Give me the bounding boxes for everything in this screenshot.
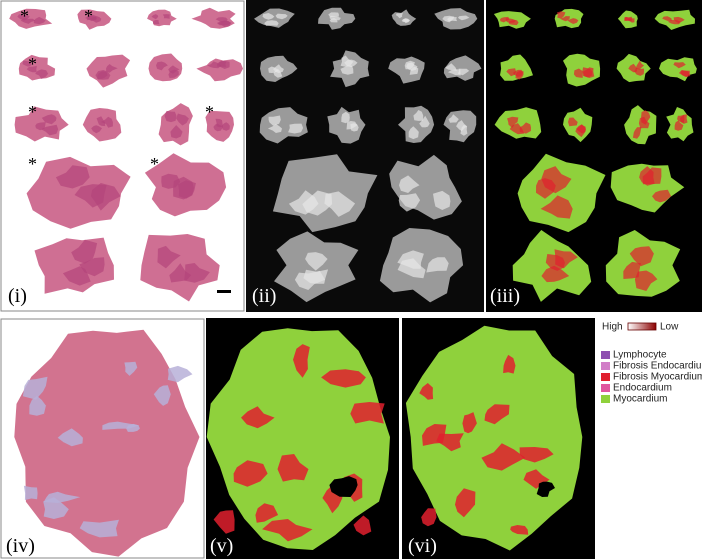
asterisk: * (150, 154, 159, 174)
asterisk: * (205, 102, 214, 122)
legend-swatch (601, 384, 610, 392)
tissue-detail (24, 486, 38, 500)
intensity-scale (628, 323, 656, 330)
panel-label: (iv) (6, 535, 35, 557)
legend-label: Myocardium (613, 394, 667, 405)
legend-swatch (601, 351, 610, 359)
asterisk: * (28, 154, 37, 174)
legend-swatch (601, 362, 610, 370)
legend-label: Endocardium (613, 383, 672, 394)
tissue-detail (165, 111, 177, 122)
legend-label: Lymphocyte (613, 350, 667, 361)
asterisk: * (28, 102, 37, 122)
tissue-detail (288, 124, 303, 134)
legend-swatch (601, 395, 610, 403)
tissue-detail (350, 402, 384, 424)
panel-label: (iii) (490, 285, 520, 307)
asterisk: * (28, 54, 37, 74)
tissue-detail (153, 20, 160, 24)
asterisk: * (84, 6, 93, 26)
legend-label: Fibrosis Myocardium (613, 372, 702, 383)
panel-label: (i) (8, 285, 27, 307)
panel-label: (vi) (408, 535, 437, 557)
panel-label: (ii) (252, 285, 276, 307)
legend-label: Fibrosis Endocardium (613, 361, 702, 372)
legend-swatch (601, 373, 610, 381)
panel-label: (v) (210, 535, 233, 557)
legend-high: High (602, 322, 623, 333)
asterisk: * (20, 6, 29, 26)
figure: (i) (ii) (iii) (iv) (v) (vi) * * * * * *… (0, 0, 702, 559)
scale-bar (217, 290, 231, 293)
legend-low: Low (660, 322, 679, 333)
